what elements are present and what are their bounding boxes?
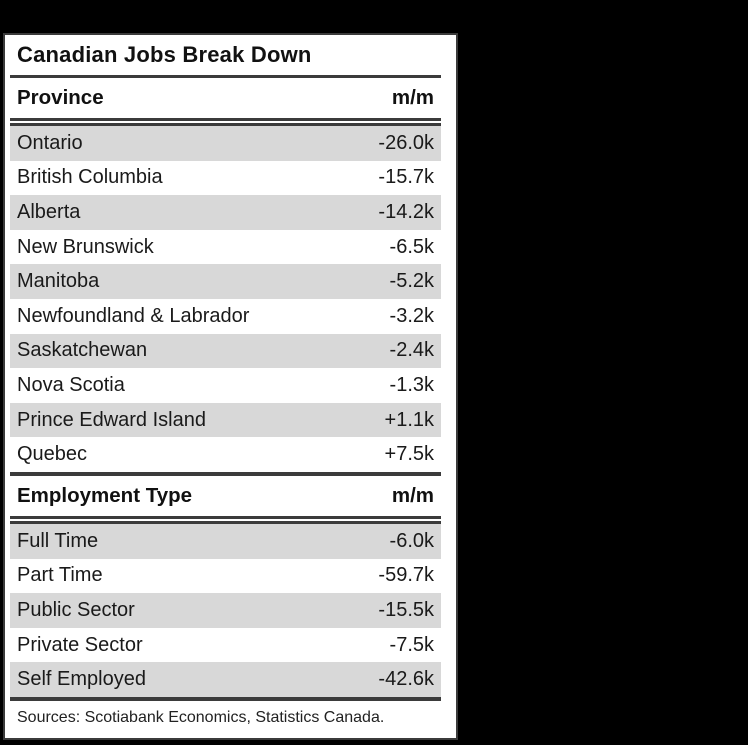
row-label: Private Sector — [17, 633, 143, 656]
section-employment-type: Employment Type m/m Full Time -6.0k Part T… — [10, 476, 441, 697]
row-label: Alberta — [17, 200, 81, 223]
table-row: Alberta -14.2k — [10, 195, 441, 230]
title-divider — [10, 75, 441, 78]
section-province: Province m/m Ontario -26.0k British Columb… — [10, 78, 441, 472]
employment-type-header-divider — [10, 515, 441, 524]
row-label: Ontario — [17, 131, 83, 154]
row-value: -7.5k — [389, 633, 434, 656]
employment-type-column-header: Employment Type — [17, 483, 193, 507]
row-value: -15.7k — [378, 166, 434, 189]
province-column-header: Province — [17, 86, 104, 109]
table-row: New Brunswick -6.5k — [10, 230, 441, 265]
footer-divider — [10, 696, 441, 701]
row-label: British Columbia — [17, 166, 163, 189]
row-value: -5.2k — [389, 270, 434, 293]
table-row: Public Sector -15.5k — [10, 593, 441, 628]
province-header-divider — [10, 118, 441, 126]
sources-note: Sources: Scotiabank Economics, Statistic… — [17, 708, 385, 726]
row-value: -1.3k — [389, 373, 434, 396]
row-label: Self Employed — [17, 668, 146, 691]
table-row: Quebec +7.5k — [10, 437, 441, 472]
table-row: Full Time -6.0k — [10, 523, 441, 559]
table-row: Prince Edward Island +1.1k — [10, 402, 441, 438]
table-row: Saskatchewan -2.4k — [10, 333, 441, 369]
employment-type-header-row: Employment Type m/m — [10, 476, 441, 516]
row-value: +1.1k — [384, 408, 434, 431]
row-label: Newfoundland & Labrador — [17, 304, 250, 327]
table-row: Part Time -59.7k — [10, 559, 441, 594]
table-row: Newfoundland & Labrador -3.2k — [10, 299, 441, 334]
row-value: -6.0k — [389, 529, 434, 552]
row-label: Prince Edward Island — [17, 408, 206, 431]
row-value: -14.2k — [378, 200, 434, 223]
province-header-row: Province m/m — [10, 78, 441, 118]
row-value: -15.5k — [378, 598, 434, 621]
row-label: Full Time — [17, 529, 99, 552]
table-row: Manitoba -5.2k — [10, 264, 441, 299]
row-value: -6.5k — [389, 235, 434, 258]
table-row: Nova Scotia -1.3k — [10, 368, 441, 403]
row-value: -59.7k — [378, 564, 434, 587]
row-value: -3.2k — [389, 304, 434, 327]
row-value: -26.0k — [378, 131, 434, 154]
row-label: Saskatchewan — [17, 339, 148, 362]
row-label: Quebec — [17, 443, 88, 466]
employment-type-rows: Full Time -6.0k Part Time -59.7k Public Sect… — [10, 523, 441, 697]
jobs-breakdown-table-card: Canadian Jobs Break Down Province m/m On… — [3, 33, 458, 740]
table-row: Private Sector -7.5k — [10, 628, 441, 663]
province-mm-column-header: m/m — [391, 86, 434, 109]
table-row: Ontario -26.0k — [10, 126, 441, 161]
row-value: +7.5k — [384, 443, 434, 466]
province-rows: Ontario -26.0k British Columbia -15.7k Alber… — [10, 126, 441, 472]
row-label: New Brunswick — [17, 235, 154, 258]
section-divider — [10, 471, 441, 476]
row-label: Part Time — [17, 564, 103, 587]
employment-type-mm-column-header: m/m — [391, 483, 434, 507]
row-label: Nova Scotia — [17, 373, 125, 396]
table-row: British Columbia -15.7k — [10, 161, 441, 196]
row-label: Public Sector — [17, 598, 135, 621]
row-label: Manitoba — [17, 270, 100, 293]
table-title: Canadian Jobs Break Down — [17, 42, 312, 67]
row-value: -42.6k — [378, 668, 434, 691]
card-content: Canadian Jobs Break Down Province m/m On… — [5, 35, 456, 727]
table-row: Self Employed -42.6k — [10, 662, 441, 697]
row-value: -2.4k — [389, 339, 434, 362]
